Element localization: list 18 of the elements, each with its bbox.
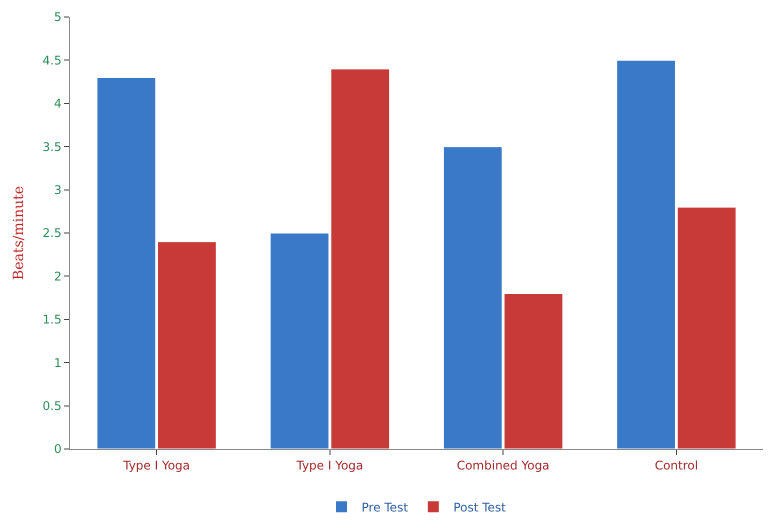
- x-tick-label: Control: [654, 458, 698, 472]
- x-tick-label: Type I Yoga: [122, 458, 190, 472]
- y-tick-label: 0: [54, 442, 62, 456]
- x-tick-label: Type I Yoga: [295, 458, 364, 472]
- y-tick-label: 3.5: [42, 140, 62, 154]
- y-axis-title: Beats/minute: [11, 186, 28, 280]
- legend-label: Pre Test: [362, 500, 408, 514]
- legend-label: Post Test: [453, 500, 506, 514]
- y-tick-label: 1.5: [42, 312, 62, 327]
- y-tick-label: 5: [54, 10, 62, 24]
- y-tick-label: 2.5: [42, 226, 62, 240]
- y-tick-label: 1: [54, 356, 62, 370]
- y-tick-label: 3: [54, 183, 62, 197]
- y-tick-label: 4.5: [42, 53, 62, 68]
- y-tick-label: 2: [54, 269, 62, 284]
- x-tick-label: Combined Yoga: [456, 458, 550, 472]
- y-tick-label: 0.5: [42, 399, 62, 413]
- y-tick-label: 4: [54, 96, 62, 111]
